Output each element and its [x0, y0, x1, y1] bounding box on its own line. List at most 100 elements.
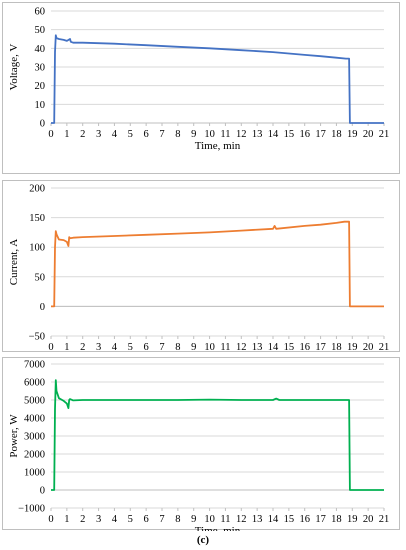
current-x-tick-label: 11 — [220, 342, 230, 353]
voltage-x-tick-label: 13 — [252, 129, 263, 140]
voltage-x-tick-label: 17 — [315, 129, 326, 140]
current-x-tick-label: 14 — [268, 342, 279, 353]
current-x-tick-label: 10 — [204, 342, 215, 353]
power-y-tick-label: 2000 — [24, 450, 45, 461]
power-y-tick-label: 1000 — [24, 468, 45, 479]
current-x-tick-label: 15 — [284, 342, 295, 353]
voltage-y-tick-label: 50 — [35, 25, 46, 36]
voltage-x-tick-label: 6 — [144, 129, 149, 140]
current-y-tick-label: −50 — [29, 332, 45, 343]
voltage-series-line — [51, 34, 384, 124]
voltage-x-tick-label: 9 — [191, 129, 196, 140]
current-x-tick-label: 20 — [363, 342, 374, 353]
current-x-tick-label: 21 — [379, 342, 390, 353]
power-x-tick-label: 2 — [80, 514, 85, 525]
voltage-x-tick-label: 21 — [379, 129, 390, 140]
current-y-tick-label: 50 — [35, 272, 46, 283]
power-x-tick-label: 6 — [144, 514, 149, 525]
power-x-tick-label: 5 — [128, 514, 133, 525]
current-x-tick-label: 8 — [175, 342, 180, 353]
power-x-tick-label: 16 — [299, 514, 310, 525]
voltage-y-tick-label: 30 — [35, 63, 46, 74]
power-x-tick-label: 19 — [347, 514, 358, 525]
voltage-x-tick-label: 20 — [363, 129, 374, 140]
voltage-y-tick-label: 10 — [35, 100, 46, 111]
power-x-tick-label: 0 — [48, 514, 53, 525]
current-y-tick-label: 200 — [29, 184, 45, 195]
voltage-x-tick-label: 3 — [96, 129, 101, 140]
voltage-x-tick-label: 11 — [220, 129, 230, 140]
power-x-tick-label: 10 — [204, 514, 215, 525]
current-y-axis-label: Current, A — [8, 239, 20, 285]
current-chart-panel: −50 0 50 100 150 200 0 1 2 3 4 5 6 7 8 9 10 11 12 13 14 15 16 1… — [2, 180, 400, 354]
voltage-x-tick-label: 4 — [112, 129, 118, 140]
power-x-tick-label: 21 — [379, 514, 390, 525]
voltage-x-tick-label: 7 — [159, 129, 164, 140]
voltage-x-tick-label: 15 — [284, 129, 295, 140]
current-x-tick-label: 9 — [191, 342, 196, 353]
power-x-tick-label: 8 — [175, 514, 180, 525]
voltage-y-axis-label: Voltage, V — [8, 44, 20, 91]
power-x-tick-label: 17 — [315, 514, 326, 525]
power-y-tick-label: 5000 — [24, 396, 45, 407]
power-x-tick-label: 9 — [191, 514, 196, 525]
current-x-tick-label: 2 — [80, 342, 85, 353]
power-y-tick-label: 6000 — [24, 378, 45, 389]
power-y-tick-label: 3000 — [24, 432, 45, 443]
current-x-tick-label: 1 — [64, 342, 69, 353]
power-x-tick-label: 3 — [96, 514, 101, 525]
power-y-tick-label: 0 — [40, 486, 45, 497]
voltage-y-tick-label: 60 — [35, 7, 46, 18]
voltage-x-axis-label: Time, min — [195, 140, 241, 152]
voltage-x-tick-label: 5 — [128, 129, 133, 140]
current-x-tick-label: 4 — [112, 342, 118, 353]
power-x-tick-label: 1 — [64, 514, 69, 525]
current-x-tick-label: 12 — [236, 342, 247, 353]
power-x-tick-label: 7 — [159, 514, 164, 525]
power-y-tick-label: −1000 — [18, 504, 45, 515]
current-x-tick-label: 13 — [252, 342, 263, 353]
current-x-tick-label: 7 — [159, 342, 164, 353]
voltage-x-tick-label: 2 — [80, 129, 85, 140]
voltage-y-tick-label: 0 — [40, 119, 45, 130]
voltage-x-tick-label: 16 — [299, 129, 310, 140]
power-chart-panel: −1000 0 1000 2000 3000 4000 5000 6000 7000 0 1 2 3 4 5… — [2, 357, 400, 532]
voltage-x-tick-label: 18 — [331, 129, 342, 140]
power-series-line — [51, 379, 384, 491]
current-x-tick-label: 17 — [315, 342, 326, 353]
power-x-tick-label: 20 — [363, 514, 374, 525]
voltage-chart-panel: 0 10 20 30 40 50 60 0 1 2 3 4 5 6 7 8 9 10 11 12 13 14 15 16 17 1… — [2, 2, 400, 174]
voltage-x-tick-label: 19 — [347, 129, 358, 140]
power-x-tick-label: 13 — [252, 514, 263, 525]
power-x-tick-label: 14 — [268, 514, 279, 525]
power-x-axis-label: Time, min — [195, 525, 241, 531]
power-x-tick-label: 12 — [236, 514, 247, 525]
current-x-tick-label: 0 — [48, 342, 53, 353]
current-x-tick-label: 3 — [96, 342, 101, 353]
current-x-tick-label: 6 — [144, 342, 149, 353]
voltage-y-tick-label: 40 — [35, 44, 46, 55]
voltage-x-tick-label: 10 — [204, 129, 215, 140]
current-x-tick-label: 16 — [299, 342, 310, 353]
voltage-y-tick-label: 20 — [35, 81, 46, 92]
voltage-x-tick-label: 8 — [175, 129, 180, 140]
power-x-tick-label: 4 — [112, 514, 118, 525]
current-series-line — [51, 220, 384, 308]
current-x-tick-label: 18 — [331, 342, 342, 353]
power-x-tick-label: 15 — [284, 514, 295, 525]
power-y-axis-label: Power, W — [8, 414, 20, 458]
voltage-x-tick-label: 0 — [48, 129, 53, 140]
voltage-x-tick-label: 1 — [64, 129, 69, 140]
voltage-x-tick-label: 14 — [268, 129, 279, 140]
current-x-tick-label: 19 — [347, 342, 358, 353]
figure-caption: (c) — [196, 534, 210, 546]
current-y-tick-label: 150 — [29, 213, 45, 224]
current-x-tick-label: 5 — [128, 342, 133, 353]
voltage-x-tick-label: 12 — [236, 129, 247, 140]
power-x-tick-label: 11 — [220, 514, 230, 525]
current-y-tick-label: 0 — [40, 302, 45, 313]
power-y-tick-label: 7000 — [24, 360, 45, 371]
